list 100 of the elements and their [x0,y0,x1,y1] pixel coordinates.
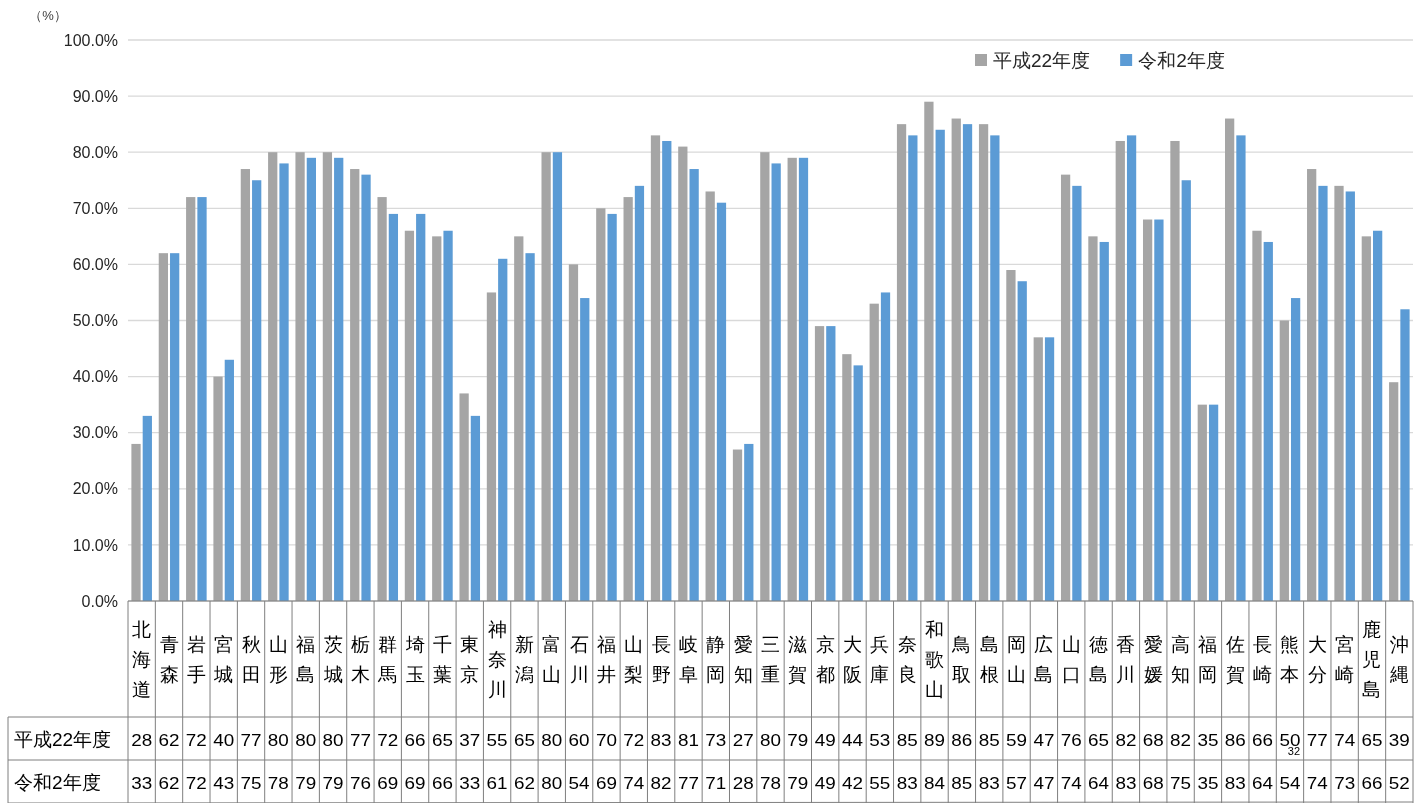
x-tick-label: 茨城 [322,634,343,685]
bar [388,213,399,601]
bar [1263,241,1273,601]
data-label: 83 [1115,773,1137,793]
x-tick-label: 山口 [1061,634,1081,685]
data-label: 79 [787,773,809,793]
x-tick-label: 大分 [1307,634,1327,685]
bar [158,253,168,601]
bar [744,443,754,601]
bar [240,169,251,601]
bar [252,180,262,601]
x-tick-label: 和歌山 [925,619,945,700]
data-label: 64 [1088,773,1110,793]
x-tick-label: 京都 [815,634,835,685]
x-tick-label: 三重 [761,634,780,685]
data-label: 66 [431,773,453,793]
x-tick-label: 千葉 [432,634,452,685]
x-tick-label: 青森 [159,634,179,685]
bar [186,197,196,601]
bar [880,292,891,601]
x-tick-label: 東京 [460,634,480,685]
bar [1088,236,1098,601]
bar [1252,230,1262,601]
text: 令和2年度 [14,771,101,793]
data-label: 68 [1142,773,1164,793]
y-tick-label: 70.0% [72,199,118,217]
bar [596,208,606,601]
y-tick-label: 30.0% [72,424,118,442]
bar [962,124,973,601]
data-label: 83 [650,730,672,750]
x-tick-label: 岐阜 [678,634,698,685]
data-label: 80 [760,730,781,750]
bar [1017,281,1027,601]
data-label: 80 [295,730,317,750]
x-tick-label: 愛知 [733,634,753,685]
x-tick-label: 福島 [296,634,316,685]
data-label: 65 [513,730,535,750]
data-label: 65 [1088,730,1110,750]
data-label: 69 [595,773,617,793]
data-label: 81 [677,730,699,750]
data-label: 86 [1224,730,1246,750]
bar [224,359,234,601]
y-tick-label: 50.0% [72,312,118,330]
data-label: 42 [842,773,864,793]
legend-label: 平成22年度 [993,50,1091,71]
data-label: 62 [513,773,535,793]
bar [1154,219,1164,601]
bar [607,213,617,601]
x-tick-label: 広島 [1034,634,1054,685]
y-tick-label: 40.0% [72,368,118,386]
data-label: 57 [1006,773,1028,793]
data-label: 72 [377,730,399,750]
bar [662,140,672,601]
x-tick-label: 宮城 [213,634,234,685]
data-label: 64 [1252,773,1274,793]
bar [306,157,316,601]
data-label: 35 [1197,773,1219,793]
data-label: 74 [1060,773,1082,793]
data-label: 86 [951,730,973,750]
text: 平成22年度 [14,728,112,750]
x-tick-label: 高知 [1171,634,1191,685]
data-label: 54 [1279,773,1301,793]
data-label: 78 [760,773,781,793]
x-tick-label: 埼玉 [404,634,425,685]
y-axis-title: （%） [29,8,67,23]
bar [1225,118,1235,601]
x-tick-label: 秋田 [241,634,261,685]
bar [350,169,360,601]
data-label: 83 [978,773,1000,793]
bar [1033,337,1043,601]
legend-label: 令和2年度 [1138,50,1225,71]
bar [1236,135,1246,601]
bar [514,236,524,601]
x-tick-label: 兵庫 [870,634,890,685]
data-label: 65 [431,730,453,750]
data-label: 53 [869,730,891,750]
bar [798,157,809,601]
bar [486,292,497,601]
bar [525,253,535,601]
data-label: 28 [732,773,754,793]
data-label: 77 [240,730,262,750]
x-tick-label: 山梨 [624,634,644,685]
data-label: 85 [896,730,918,750]
data-label: 69 [404,773,426,793]
bar [552,152,563,601]
data-label: 79 [787,730,809,750]
data-label: 47 [1033,730,1055,750]
bar [459,393,469,601]
bar [760,152,770,601]
bar [716,202,727,601]
x-tick-label: 栃木 [350,634,370,685]
x-tick-label: 大阪 [843,634,863,685]
x-tick-label: 石川 [569,634,589,685]
bar [623,197,633,601]
x-tick-label: 岡山 [1007,634,1027,685]
bar [1044,337,1055,601]
data-label: 49 [814,730,836,750]
bar [1115,140,1125,601]
data-label: 27 [732,730,754,750]
bar [432,236,442,601]
